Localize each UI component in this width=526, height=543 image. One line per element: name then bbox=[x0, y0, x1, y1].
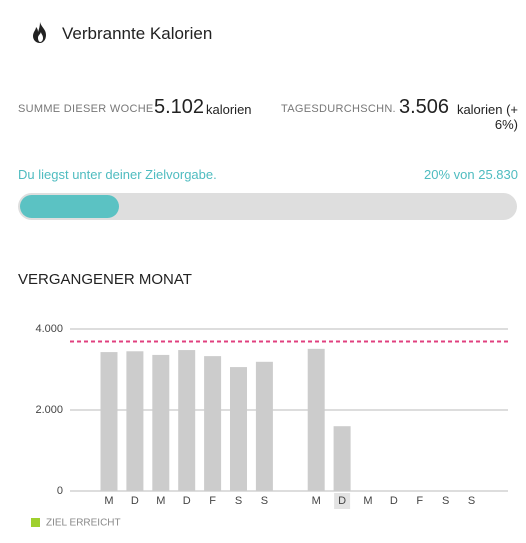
x-tick-label: M bbox=[156, 495, 165, 507]
x-tick-label: D bbox=[390, 495, 398, 507]
bar bbox=[333, 426, 351, 491]
avg-label: TAGESDURCHSCHN. bbox=[281, 103, 396, 115]
progress-label: 20% von 25.830 bbox=[424, 167, 518, 182]
bar bbox=[178, 350, 196, 491]
chart: 0 2.000 4.000 M D M D F S S M D M D F S S ZIEL ERREICHT bbox=[31, 323, 508, 529]
y-tick-label: 2.000 bbox=[35, 404, 63, 416]
y-tick-label: 0 bbox=[57, 485, 63, 497]
x-tick-label: D bbox=[183, 495, 191, 507]
x-tick-label: D bbox=[338, 495, 346, 507]
y-tick-label: 4.000 bbox=[35, 323, 63, 335]
x-tick-label: F bbox=[209, 495, 216, 507]
highlight-box bbox=[334, 493, 351, 509]
flame-icon bbox=[33, 22, 46, 43]
week-value: 5.102 bbox=[154, 96, 205, 118]
legend-swatch bbox=[31, 518, 40, 527]
x-tick-label: M bbox=[104, 495, 113, 507]
x-tick-label: S bbox=[235, 495, 242, 507]
x-tick-label: S bbox=[442, 495, 449, 507]
bar bbox=[255, 361, 273, 491]
x-tick-label: M bbox=[312, 495, 321, 507]
avg-value: 3.506 bbox=[399, 96, 450, 118]
week-label: SUMME DIESER WOCHE bbox=[18, 103, 154, 115]
section-title: VERGANGENER MONAT bbox=[18, 271, 192, 288]
progress-fill bbox=[20, 195, 119, 218]
avg-unit: kalorien (+ 6%) bbox=[456, 102, 518, 132]
bar bbox=[230, 367, 247, 491]
legend-label: ZIEL ERREICHT bbox=[46, 518, 121, 529]
x-tick-label: M bbox=[363, 495, 372, 507]
bar bbox=[152, 354, 170, 491]
week-unit: kalorien bbox=[206, 102, 252, 117]
bar bbox=[100, 352, 118, 491]
bar bbox=[204, 356, 222, 491]
x-tick-label: F bbox=[416, 495, 423, 507]
x-tick-label: D bbox=[131, 495, 139, 507]
progress-track bbox=[18, 193, 517, 220]
bar bbox=[126, 351, 144, 491]
progress-message: Du liegst unter deiner Zielvorgabe. bbox=[18, 167, 217, 182]
x-tick-label: S bbox=[468, 495, 475, 507]
header-title: Verbrannte Kalorien bbox=[62, 24, 213, 43]
x-tick-label: S bbox=[261, 495, 268, 507]
bar bbox=[307, 348, 325, 491]
